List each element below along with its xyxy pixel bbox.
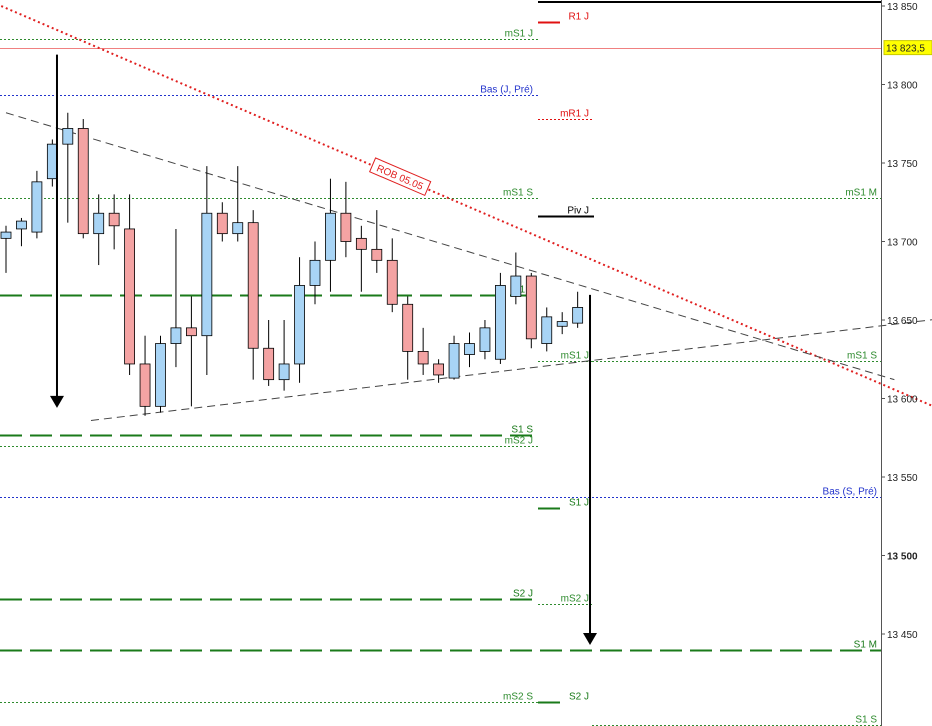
candle-body-2	[31, 181, 43, 233]
y-tick-label-3: 13 700	[887, 238, 918, 249]
candle-body-29	[448, 343, 460, 379]
candle-body-36	[556, 321, 568, 327]
y-tick-label-0: 13 850	[887, 2, 918, 13]
level-label-16: mS2 J	[561, 594, 589, 605]
level-label-14: S1 J	[569, 498, 589, 509]
level-label-11: S1 S	[511, 425, 533, 436]
candles	[0, 112, 584, 416]
candle-body-4	[62, 128, 74, 145]
y-tick-label-2: 13 750	[887, 159, 918, 170]
trend-lines: ROB 05.05	[0, 4, 932, 421]
level-label-8: S1 J	[513, 285, 533, 296]
level-label-3: Bas (J, Pré)	[480, 85, 533, 96]
level-label-15: S2 J	[513, 589, 533, 600]
y-tick-label-7: 13 500	[887, 552, 918, 563]
rob-label-box	[368, 157, 432, 197]
candle-body-12	[185, 327, 197, 337]
candle-body-27	[417, 350, 429, 365]
y-tick-label-1: 13 800	[887, 81, 918, 92]
level-label-17: S1 M	[854, 640, 877, 651]
level-label-18: mS2 S	[503, 692, 533, 703]
last-price-badge	[883, 40, 932, 56]
candle-body-18	[278, 363, 290, 381]
candle-body-32	[494, 285, 506, 360]
candle-body-24	[371, 248, 383, 261]
candle-body-16	[247, 222, 259, 349]
level-label-9: mS1 J	[561, 351, 589, 362]
down-arrow-left-head	[49, 395, 64, 408]
y-tick-label-6: 13 550	[887, 473, 918, 484]
level-label-1: mS1 J	[505, 29, 533, 40]
candle-body-5	[77, 128, 89, 235]
candle-body-17	[263, 347, 275, 381]
candle-body-19	[294, 285, 305, 365]
candle-body-37	[572, 307, 584, 324]
y-tick-label-4: 13 650	[887, 316, 918, 327]
candle-body-8	[124, 228, 135, 365]
candle-body-21	[325, 212, 336, 261]
candle-body-30	[464, 343, 475, 355]
level-label-19: S2 J	[569, 692, 589, 703]
level-label-20: S1 S	[855, 715, 877, 726]
candle-body-33	[510, 275, 522, 297]
candle-body-23	[355, 237, 367, 250]
candle-body-7	[108, 212, 120, 227]
candle-body-9	[139, 363, 151, 407]
arrows	[49, 54, 598, 645]
candle-body-25	[386, 259, 398, 305]
candle-body-11	[170, 327, 182, 344]
candle-body-22	[340, 212, 352, 242]
last-price-label: 13 823,5	[886, 44, 925, 55]
candle-body-1	[16, 220, 27, 230]
candle-body-20	[309, 259, 321, 286]
y-tick-label-5: 13 600	[887, 395, 918, 406]
candle-body-0	[0, 231, 12, 239]
upper-triangle-line	[5, 112, 895, 381]
level-label-4: mR1 J	[560, 109, 589, 120]
candle-body-28	[433, 363, 445, 376]
candle-body-3	[46, 143, 58, 180]
y-tick-label-8: 13 450	[887, 630, 918, 641]
candle-body-34	[525, 275, 537, 340]
lower-triangle-line	[90, 319, 932, 421]
candle-body-26	[402, 303, 414, 352]
down-arrow-right-head	[583, 632, 598, 645]
level-label-7: Piv J	[567, 206, 589, 217]
candle-body-35	[541, 316, 553, 344]
candle-body-10	[155, 343, 166, 407]
rob-label: ROB 05.05	[368, 157, 432, 197]
level-label-12: mS2 J	[505, 436, 533, 447]
level-label-13: Bas (S, Pré)	[823, 487, 877, 498]
level-label-6: mS1 M	[845, 188, 877, 199]
level-label-0: R1 J	[568, 12, 589, 23]
candle-body-15	[232, 222, 244, 235]
candle-body-14	[216, 212, 228, 235]
rob-line	[0, 4, 932, 407]
candle-body-13	[201, 212, 213, 337]
y-axis: 13 850 13 800 13 750 13 700 13 650 13 600 13 5…	[881, 0, 932, 726]
level-label-10: mS1 S	[847, 351, 877, 362]
candle-body-31	[479, 327, 491, 352]
level-label-5: mS1 S	[503, 188, 533, 199]
candle-body-6	[93, 212, 105, 235]
